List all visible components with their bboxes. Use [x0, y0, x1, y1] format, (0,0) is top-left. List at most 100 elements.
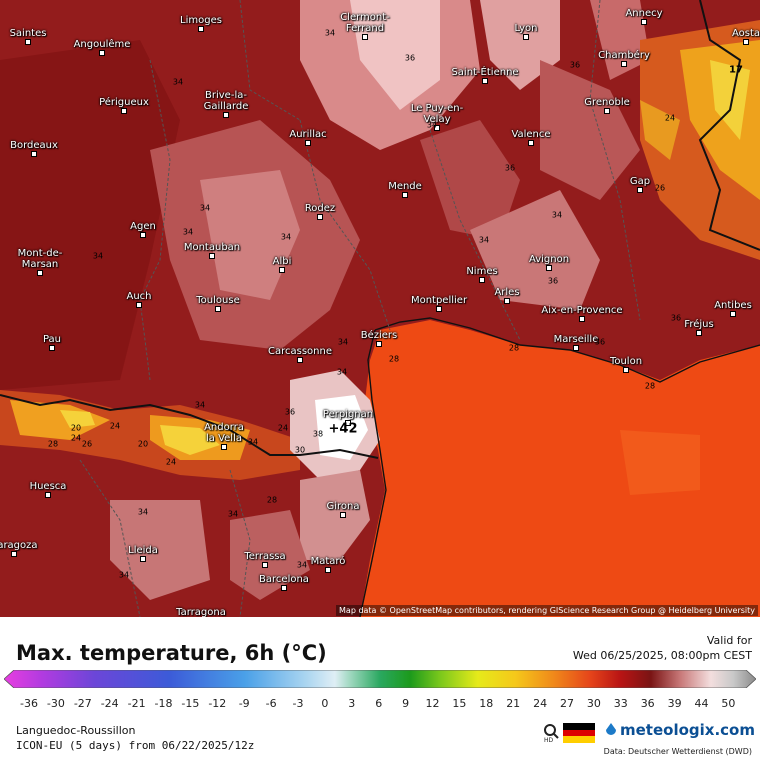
- contour-label: 34: [280, 232, 292, 242]
- contour-label: 34: [551, 210, 563, 220]
- scale-tick-label: -30: [46, 697, 65, 710]
- city-label: Agen: [130, 221, 156, 232]
- city-label: Mataró: [310, 556, 346, 567]
- city-marker-icon: [45, 492, 51, 498]
- city-label: Pau: [42, 334, 62, 345]
- city-marker-icon: [482, 78, 488, 84]
- scale-tick-label: 0: [321, 697, 329, 710]
- temperature-map[interactable]: Saintes Limoges Clermont-Ferrand Lyon An…: [0, 0, 760, 617]
- city-label: Albi: [272, 256, 292, 267]
- scale-tick-label: 36: [640, 697, 655, 710]
- city-marker-icon: [317, 214, 323, 220]
- scale-tick-label: 50: [721, 697, 736, 710]
- contour-label: 34: [137, 507, 149, 517]
- city-marker-icon: [305, 140, 311, 146]
- scale-tick-label: 30: [586, 697, 601, 710]
- city-label: Chambéry: [598, 50, 650, 61]
- contour-label: 28: [47, 439, 59, 449]
- region-label: Languedoc-Roussillon: [16, 724, 136, 737]
- contour-label: 34: [337, 337, 349, 347]
- city-marker-icon: [376, 341, 382, 347]
- data-source: Data: Deutscher Wetterdienst (DWD): [603, 747, 752, 756]
- city-label: Lyon: [514, 23, 538, 34]
- legend-panel: Max. temperature, 6h (°C) Valid for Wed …: [0, 617, 760, 760]
- scale-tick-label: -27: [73, 697, 92, 710]
- contour-label: 24: [664, 113, 676, 123]
- scale-tick-label: 18: [479, 697, 494, 710]
- city-label: Tarragona: [176, 607, 226, 617]
- city-label: Valence: [511, 129, 551, 140]
- city-label: Clermont-Ferrand: [340, 12, 390, 34]
- city-label: Avignon: [528, 254, 570, 265]
- contour-label: 34: [172, 77, 184, 87]
- city-label: Angoulême: [73, 39, 131, 50]
- city-label: Fréjus: [684, 319, 714, 330]
- city-label: Girona: [326, 501, 360, 512]
- germany-flag-icon: [563, 723, 595, 743]
- scale-tick-label: 27: [560, 697, 574, 710]
- city-label: Bordeaux: [10, 140, 58, 151]
- contour-label: 26: [654, 183, 666, 193]
- scale-tick-label: -36: [20, 697, 38, 710]
- city-marker-icon: [696, 330, 702, 336]
- scale-tick-label: 21: [506, 697, 521, 710]
- scale-tick-label: -18: [154, 697, 173, 710]
- meteologix-logo[interactable]: meteologix.com: [620, 721, 755, 739]
- max-value-marker: +42: [328, 421, 358, 437]
- scale-tick-label: 24: [533, 697, 548, 710]
- city-label: Mont-de-Marsan: [17, 248, 63, 270]
- city-marker-icon: [345, 420, 351, 426]
- city-label: Montauban: [183, 242, 241, 253]
- scale-tick-label: 6: [375, 697, 383, 710]
- contour-label: 34: [478, 235, 490, 245]
- city-label: Lleida: [128, 545, 158, 556]
- valid-date: Wed 06/25/2025, 08:00pm CEST: [572, 649, 752, 662]
- city-marker-icon: [621, 61, 627, 67]
- city-marker-icon: [37, 270, 43, 276]
- city-label: Aix-en-Provence: [541, 305, 623, 316]
- contour-label: 34: [194, 400, 206, 410]
- contour-label: 34: [324, 28, 336, 38]
- city-label: Andorra la Vella: [204, 422, 244, 444]
- city-marker-icon: [436, 306, 442, 312]
- contour-label: 34: [199, 203, 211, 213]
- city-label: Terrassa: [244, 551, 286, 562]
- city-label: Mende: [388, 181, 422, 192]
- city-label: Saint-Étienne: [451, 67, 519, 78]
- map-title: Max. temperature, 6h (°C): [16, 641, 327, 665]
- city-marker-icon: [281, 585, 287, 591]
- city-marker-icon: [504, 298, 510, 304]
- city-label: Gap: [629, 176, 651, 187]
- city-marker-icon: [528, 140, 534, 146]
- city-marker-icon: [221, 444, 227, 450]
- city-marker-icon: [340, 512, 346, 518]
- contour-label: 26: [81, 439, 93, 449]
- contour-label: 34: [118, 570, 130, 580]
- city-marker-icon: [99, 50, 105, 56]
- contour-label: 24: [109, 421, 121, 431]
- city-label: Barcelona: [259, 574, 309, 585]
- city-label: Toulon: [609, 356, 643, 367]
- city-label: Aurillac: [289, 129, 327, 140]
- map-canvas: [0, 0, 760, 617]
- city-marker-icon: [297, 357, 303, 363]
- city-label: Brive-la-Gaillarde: [203, 90, 249, 112]
- city-label: Annecy: [625, 8, 663, 19]
- city-marker-icon: [641, 19, 647, 25]
- city-label: Perpignan: [322, 409, 374, 420]
- scale-tick-label: -24: [100, 697, 119, 710]
- scale-tick-label: 33: [613, 697, 628, 710]
- scale-tick-label: 39: [667, 697, 682, 710]
- city-marker-icon: [11, 551, 17, 557]
- city-marker-icon: [31, 151, 37, 157]
- city-label: Rodez: [304, 203, 336, 214]
- meteologix-logo-icon: [606, 723, 616, 735]
- hd-zoom-icon[interactable]: [543, 723, 561, 745]
- contour-label: 20: [137, 439, 149, 449]
- city-marker-icon: [743, 39, 749, 45]
- city-marker-icon: [25, 39, 31, 45]
- color-scale-bar: [4, 670, 756, 688]
- scale-tick-label: -6: [265, 697, 277, 710]
- city-marker-icon: [546, 265, 552, 271]
- city-label: Huesca: [29, 481, 67, 492]
